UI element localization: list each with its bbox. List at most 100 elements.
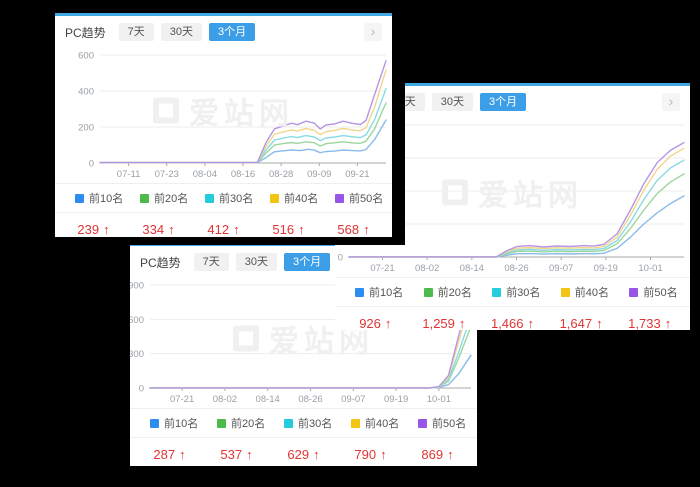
svg-text:09-07: 09-07: [549, 263, 573, 274]
tab-7-days[interactable]: 7天: [193, 252, 229, 272]
legend-swatch: [335, 193, 344, 203]
tab-3-months[interactable]: 3个月: [480, 92, 527, 112]
legend-swatch: [150, 418, 159, 428]
svg-text:900: 900: [130, 281, 144, 292]
trend-chart-area: 爱站网 0 200 400 600 07-11 07-23 08-04 08-16 08-28 0…: [55, 45, 392, 183]
up-arrow-icon: ↑: [447, 447, 454, 462]
svg-text:600: 600: [130, 315, 144, 326]
legend-swatch: [205, 193, 214, 203]
line-chart-svg: 0 300 600 900 07-21 08-02 08-14 08-26 09-07 09-19…: [130, 281, 472, 405]
legend-item: 前20名: [410, 284, 479, 300]
svg-text:07-11: 07-11: [117, 169, 141, 180]
tab-3-months[interactable]: 3个月: [209, 22, 256, 42]
legend-item: 前40名: [256, 190, 321, 206]
legend-item: 前10名: [61, 190, 126, 206]
legend-item: 前20名: [126, 190, 191, 206]
legend-item: 前30名: [270, 415, 337, 431]
legend-label: 前40名: [574, 287, 610, 299]
up-arrow-icon: ↑: [380, 447, 387, 462]
values-row: 926 ↑ 1,259 ↑ 1,466 ↑ 1,647 ↑ 1,733 ↑: [335, 306, 690, 330]
rank-count-value: 287 ↑: [153, 447, 186, 462]
legend-label: 前50名: [643, 287, 678, 299]
svg-text:200: 200: [78, 123, 94, 134]
panel-title: PC趋势: [140, 255, 181, 270]
svg-text:09-19: 09-19: [594, 263, 618, 274]
tab-30-days[interactable]: 30天: [235, 252, 278, 272]
svg-text:600: 600: [78, 51, 94, 62]
legend-row: 前10名 前20名 前30名 前40名 前50名: [335, 277, 690, 306]
panel-header: PC趋势 7天 30天 3个月 ›: [55, 16, 392, 45]
legend-item: 前20名: [203, 415, 270, 431]
svg-text:08-14: 08-14: [256, 394, 280, 405]
svg-text:0: 0: [139, 384, 144, 395]
up-arrow-icon: ↑: [246, 447, 253, 462]
svg-text:09-21: 09-21: [345, 169, 369, 180]
svg-text:400: 400: [78, 87, 94, 98]
legend-swatch: [355, 287, 364, 297]
svg-text:08-16: 08-16: [231, 169, 255, 180]
tab-7-days[interactable]: 7天: [118, 22, 154, 42]
rank-count-value: 869 ↑: [421, 447, 454, 462]
values-row: 239 ↑ 334 ↑ 412 ↑ 516 ↑ 568 ↑: [55, 212, 392, 237]
rank-count-value: 537 ↑: [220, 447, 253, 462]
legend-item: 前10名: [341, 284, 410, 300]
svg-text:300: 300: [130, 349, 144, 360]
chevron-right-icon[interactable]: ›: [662, 93, 680, 111]
svg-text:08-02: 08-02: [213, 394, 237, 405]
legend-label: 前50名: [349, 193, 384, 205]
rank-count-value: 926 ↑: [359, 316, 392, 330]
rank-count-value: 334 ↑: [142, 222, 175, 237]
legend-label: 前40名: [365, 418, 400, 430]
rank-count-value: 790 ↑: [354, 447, 387, 462]
up-arrow-icon: ↑: [233, 222, 240, 237]
legend-item: 前50名: [321, 190, 386, 206]
pc-trend-panel-a-wrapper: PC趋势 7天 30天 3个月 › 爱站网 0 200 400 600 07-11 07-…: [55, 13, 405, 245]
panel-title: PC趋势: [65, 25, 106, 40]
legend-item: 前30名: [191, 190, 256, 206]
tab-3-months[interactable]: 3个月: [284, 252, 331, 272]
svg-text:0: 0: [89, 159, 94, 170]
svg-text:0: 0: [338, 253, 343, 264]
up-arrow-icon: ↑: [298, 222, 305, 237]
legend-item: 前50名: [404, 415, 471, 431]
legend-swatch: [423, 287, 433, 297]
svg-text:09-09: 09-09: [307, 169, 331, 180]
legend-item: 前30名: [478, 284, 547, 300]
svg-text:07-21: 07-21: [370, 263, 394, 274]
rank-count-value: 516 ↑: [272, 222, 305, 237]
rank-count-value: 1,733 ↑: [628, 316, 672, 330]
svg-text:10-01: 10-01: [427, 394, 451, 405]
legend-label: 前20名: [231, 418, 266, 430]
rank-count-value: 239 ↑: [77, 222, 110, 237]
up-arrow-icon: ↑: [596, 316, 603, 330]
up-arrow-icon: ↑: [363, 222, 370, 237]
chevron-right-icon[interactable]: ›: [364, 23, 382, 41]
up-arrow-icon: ↑: [179, 447, 186, 462]
legend-label: 前20名: [154, 193, 189, 205]
up-arrow-icon: ↑: [103, 222, 110, 237]
legend-swatch: [629, 287, 639, 297]
legend-swatch: [492, 287, 502, 297]
legend-item: 前10名: [136, 415, 203, 431]
up-arrow-icon: ↑: [527, 316, 535, 330]
legend-swatch: [217, 418, 226, 428]
rank-count-value: 1,466 ↑: [490, 316, 535, 330]
legend-label: 前40名: [284, 193, 319, 205]
svg-text:07-23: 07-23: [155, 169, 179, 180]
rank-count-value: 629 ↑: [287, 447, 320, 462]
tab-30-days[interactable]: 30天: [160, 22, 203, 42]
values-row: 287 ↑ 537 ↑ 629 ↑ 790 ↑ 869 ↑: [130, 437, 477, 466]
tab-30-days[interactable]: 30天: [431, 92, 474, 112]
svg-text:09-07: 09-07: [341, 394, 365, 405]
up-arrow-icon: ↑: [664, 316, 672, 330]
svg-text:08-14: 08-14: [460, 263, 484, 274]
legend-swatch: [560, 287, 570, 297]
legend-label: 前50名: [432, 418, 467, 430]
legend-swatch: [351, 418, 360, 428]
legend-label: 前10名: [164, 418, 199, 430]
legend-swatch: [75, 193, 84, 203]
legend-item: 前40名: [547, 284, 616, 300]
legend-item: 前50名: [615, 284, 684, 300]
legend-label: 前30名: [298, 418, 333, 430]
